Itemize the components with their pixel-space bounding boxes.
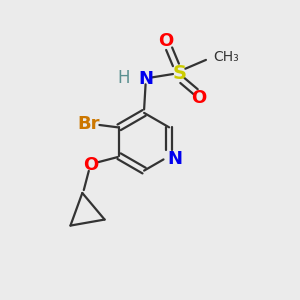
Text: O: O (159, 32, 174, 50)
Text: N: N (138, 70, 153, 88)
Text: S: S (172, 64, 186, 83)
Text: Br: Br (77, 116, 100, 134)
Text: O: O (191, 89, 206, 107)
Text: O: O (83, 156, 99, 174)
Text: N: N (167, 149, 182, 167)
Text: CH₃: CH₃ (213, 50, 239, 64)
Text: H: H (117, 69, 130, 87)
